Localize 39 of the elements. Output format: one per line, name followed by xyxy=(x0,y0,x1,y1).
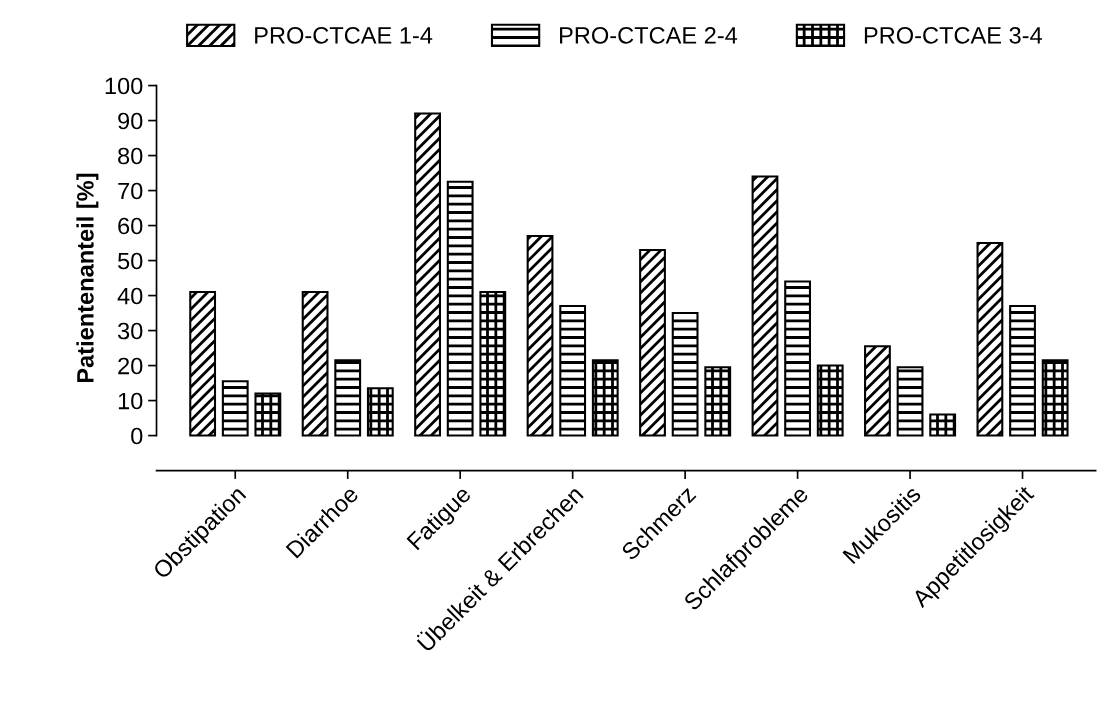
bar xyxy=(929,413,957,437)
y-tick-label: 30 xyxy=(117,322,143,340)
bar xyxy=(301,291,329,437)
bar xyxy=(784,280,812,437)
y-tick-label: 50 xyxy=(118,252,143,270)
y-tick-label: 80 xyxy=(118,147,143,165)
bar xyxy=(334,359,362,437)
y-tick-label: 40 xyxy=(117,287,143,305)
y-tick-label: 0 xyxy=(131,427,143,445)
bar xyxy=(254,392,282,437)
bar xyxy=(896,366,924,437)
bar xyxy=(639,249,666,437)
y-tick-label: 90 xyxy=(118,112,143,130)
bar xyxy=(816,364,844,437)
bar xyxy=(976,242,1004,437)
bar xyxy=(1009,305,1036,437)
bar xyxy=(479,291,507,437)
y-tick-label: 10 xyxy=(118,392,143,410)
bar xyxy=(591,359,619,437)
y-tick-label: 100 xyxy=(105,77,143,95)
y-tick-label: 20 xyxy=(118,357,143,375)
bar xyxy=(559,305,587,437)
bar xyxy=(864,345,891,437)
bar xyxy=(446,180,474,437)
bar xyxy=(1041,359,1069,437)
bar xyxy=(189,291,217,437)
bar xyxy=(414,112,441,437)
bar xyxy=(671,312,699,437)
bar xyxy=(221,380,249,437)
legend-label: PRO-CTCAE 1-4 xyxy=(255,26,433,44)
bar xyxy=(366,387,394,437)
legend-label: PRO-CTCAE 2-4 xyxy=(560,26,738,44)
y-tick-label: 70 xyxy=(118,182,143,200)
bar xyxy=(704,366,732,437)
y-tick-label: 60 xyxy=(118,217,143,235)
y-axis-title: Patientenanteil [%] xyxy=(76,173,99,383)
bar xyxy=(751,175,779,437)
bar xyxy=(526,235,554,437)
legend-label: PRO-CTCAE 3-4 xyxy=(864,26,1042,44)
